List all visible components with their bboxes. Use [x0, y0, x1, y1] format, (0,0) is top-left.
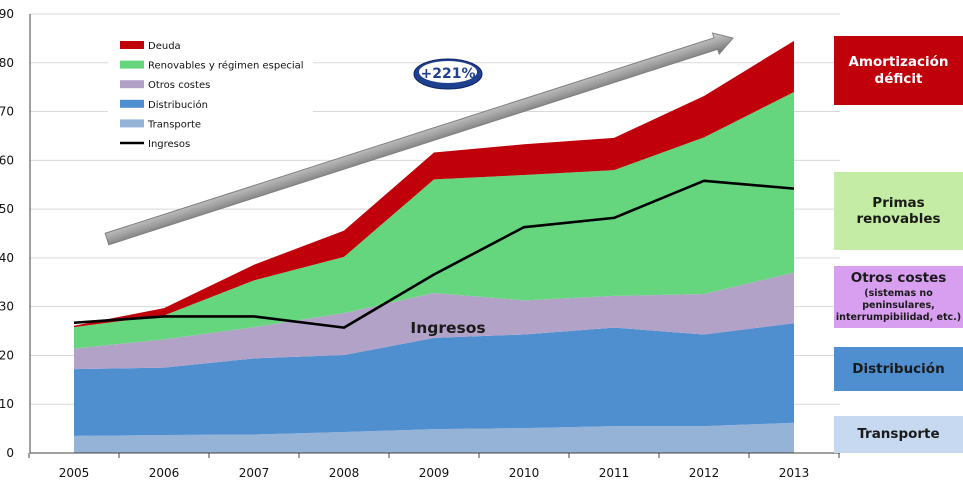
y-tick-label: 30 — [0, 300, 14, 314]
area-renovables-y-r-gimen-especial — [74, 92, 794, 349]
y-tick-label: 20 — [0, 348, 14, 362]
side-box-title: Otros costes — [850, 270, 947, 287]
axes — [28, 14, 840, 458]
x-tick-label: 2006 — [149, 466, 180, 480]
ingresos-line-group — [73, 179, 795, 329]
y-tick-label: 70 — [0, 105, 14, 119]
growth-badge: +221% — [413, 58, 483, 90]
legend-swatch — [120, 80, 144, 89]
legend-box — [108, 36, 313, 149]
growth-arrow — [104, 32, 734, 246]
y-tick-label: 90 — [0, 7, 14, 21]
x-tick-label: 2013 — [779, 466, 810, 480]
legend-swatch — [120, 60, 144, 69]
side-box-amortizacion: Amortización déficit — [834, 36, 963, 105]
y-tick-label: 10 — [0, 397, 14, 411]
growth-arrow-shape — [104, 32, 734, 246]
side-box-title: Transporte — [857, 426, 940, 443]
legend-label: Renovables y régimen especial — [148, 60, 304, 72]
y-tick-label: 50 — [0, 202, 14, 216]
x-tick-label: 2009 — [419, 466, 450, 480]
x-tick-label: 2007 — [239, 466, 270, 480]
legend-label: Distribución — [148, 99, 208, 111]
legend-swatch — [120, 119, 144, 128]
side-box-note: (sistemas no peninsulares, interrumpibil… — [835, 288, 962, 324]
annotations: +221% Ingresos — [410, 58, 486, 337]
side-box-title: Distribución — [852, 360, 945, 377]
legend: Deuda Renovables y régimen especial Otros … — [108, 36, 313, 150]
y-tick-label: 0 — [6, 446, 14, 460]
x-tick-label: 2010 — [509, 466, 540, 480]
x-tick-label: 2005 — [59, 466, 90, 480]
legend-label: Deuda — [148, 41, 181, 52]
stacked-areas — [74, 40, 794, 453]
side-box-otros: Otros costes (sistemas no peninsulares, i… — [834, 266, 963, 328]
area-transporte — [74, 422, 794, 453]
side-box-title: Amortización déficit — [848, 54, 949, 87]
y-tick-label: 60 — [0, 153, 14, 167]
area-distribuci-n — [74, 323, 794, 436]
legend-swatch — [120, 99, 144, 108]
legend-label: Otros costes — [148, 80, 210, 91]
legend-label: Ingresos — [148, 139, 190, 150]
area-otros-costes — [74, 272, 794, 370]
side-box-title: Primas renovables — [856, 194, 941, 227]
growth-badge-face — [419, 61, 477, 83]
x-tick-label: 2012 — [689, 466, 720, 480]
legend-label: Transporte — [147, 119, 201, 130]
side-box-transporte: Transporte — [834, 416, 963, 453]
y-tick-label: 80 — [0, 56, 14, 70]
x-tick-label: 2011 — [599, 466, 630, 480]
side-box-distribucion: Distribución — [834, 347, 963, 391]
tick-labels: 0 10 20 30 40 50 60 70 80 90 2005 2006 2007 2008 2009 2… — [0, 7, 809, 480]
arrow-body — [104, 32, 734, 246]
growth-label: +221% — [421, 66, 476, 82]
ingresos-annotation: Ingresos — [410, 319, 485, 337]
legend-swatch — [120, 41, 144, 49]
x-tick-label: 2008 — [329, 466, 360, 480]
ingresos-line — [73, 179, 795, 329]
y-tick-label: 40 — [0, 251, 14, 265]
side-box-primas: Primas renovables — [834, 172, 963, 250]
